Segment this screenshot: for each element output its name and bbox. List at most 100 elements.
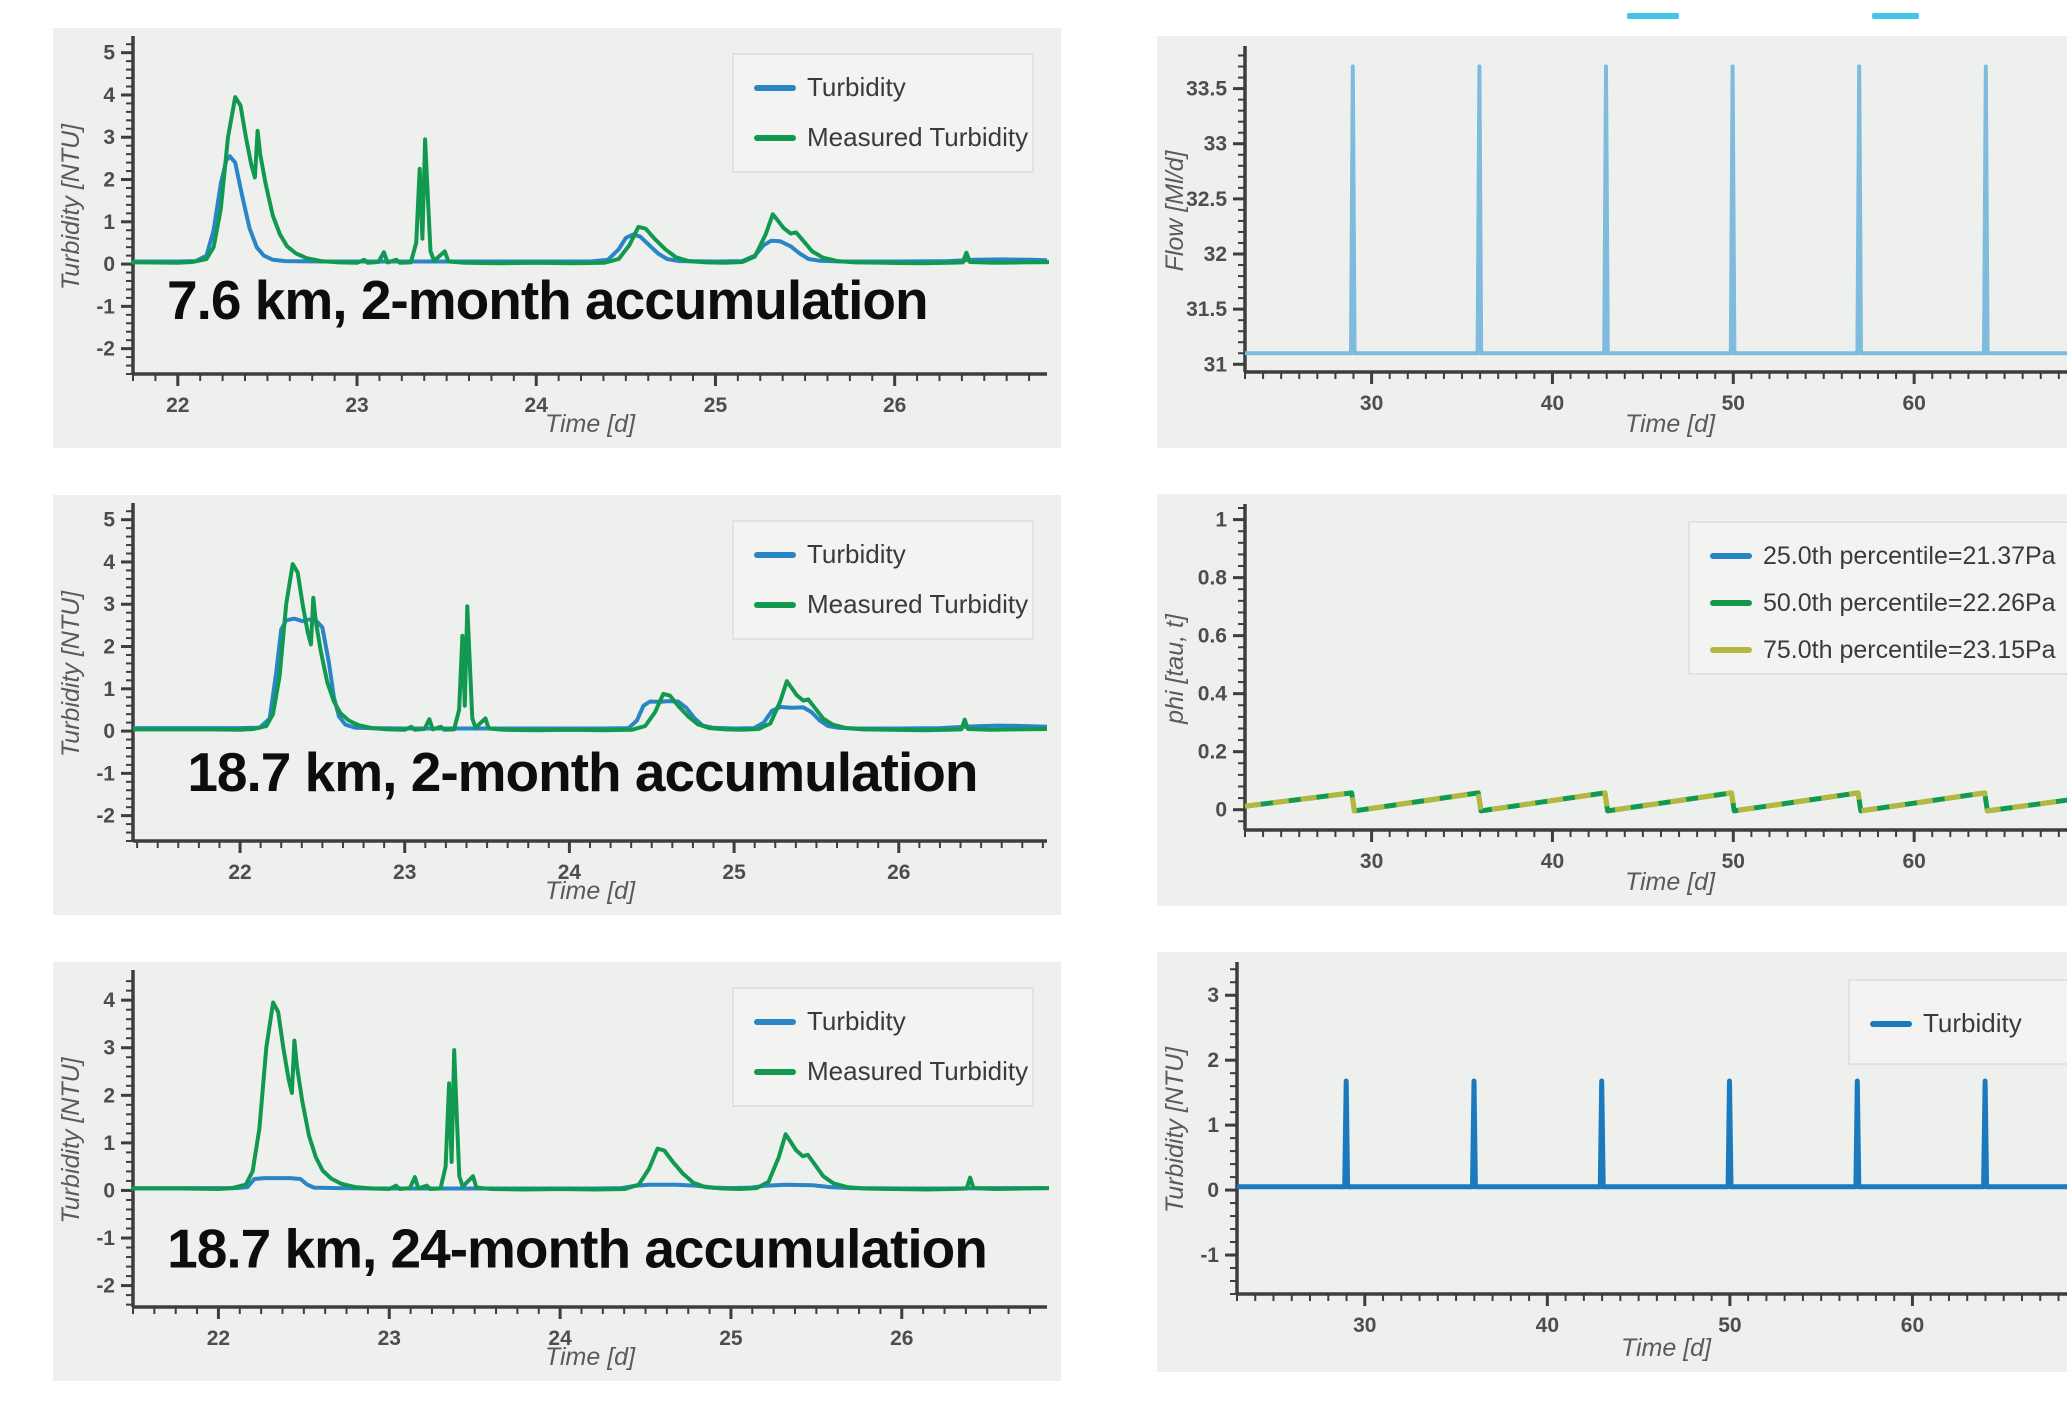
y-tick-label: 0.6 [1198,625,1227,648]
chart-turbidity-7.6km-2month: 22 23 24 25 26 -2 -1 0 1 2 3 4 5 Time [d] Turbidity [N… [53,28,1061,453]
legend-label: 25.0th percentile=21.37Pa [1763,542,2056,570]
x-tick-label: 40 [1541,392,1564,415]
series-turbidity [133,154,1048,264]
y-tick-label: 5 [103,509,115,532]
x-tick-label: 22 [228,861,251,884]
x-tick-label: 25 [704,394,728,417]
series-turbidity [133,616,1048,731]
series-turbidity [1237,1078,2067,1190]
y-tick-label: 3 [1207,984,1219,1007]
y-tick-label: 2 [1207,1049,1219,1072]
x-tick-label: 24 [558,861,582,884]
series-measured-turbidity [131,1000,1049,1192]
legend-label: 50.0th percentile=22.26Pa [1763,589,2056,617]
y-tick-label: 1 [1207,1114,1219,1137]
legend-box [732,53,1034,173]
y-tick-label: -1 [96,295,115,318]
y-axis-label: Turbidity [NTU] [1161,1046,1189,1213]
x-tick-label: 30 [1360,850,1383,873]
x-tick-label: 40 [1541,850,1564,873]
figure-page: { "colors": { "panel_bg": "#eef0ee", "ax… [53,13,2067,1381]
chart-title-overlay: 7.6 km, 2-month accumulation [167,269,928,331]
legend-label: Measured Turbidity [807,122,1028,152]
y-tick-label: 33.5 [1186,78,1227,101]
x-tick-label: 23 [345,394,368,417]
chart-turbidity-18.7km-2month: 22 23 24 25 26 -2 -1 0 1 2 3 4 5 Time [d] Turbidity [N… [53,495,1061,920]
y-tick-label: -1 [96,762,115,785]
y-tick-label: -2 [96,1275,115,1298]
y-axis-label: Turbidity [NTU] [57,123,85,290]
x-tick-label: 26 [890,1327,913,1350]
legend-label: Measured Turbidity [807,589,1028,619]
x-tick-label: 25 [722,861,746,884]
series-flow [1245,64,2067,356]
legend-label: Turbidity [1923,1008,2022,1038]
y-tick-label: 0.2 [1198,741,1227,764]
x-tick-label: 60 [1901,1314,1924,1337]
legend-label: Measured Turbidity [807,1056,1028,1086]
y-tick-label: 4 [103,84,115,107]
y-tick-label: 3 [103,593,115,616]
y-tick-label: 31 [1204,353,1228,376]
x-tick-label: 23 [378,1327,401,1350]
cutoff-legend-dash [1872,13,1919,19]
legend-box [732,520,1034,640]
chart-title-overlay: 18.7 km, 2-month accumulation [187,741,977,803]
y-tick-label: -2 [96,805,115,828]
x-axis-label: Time [d] [1625,410,1716,438]
x-tick-label: 60 [1902,392,1925,415]
y-axis-label: phi [tau, t] [1161,613,1189,725]
y-tick-label: 4 [103,551,115,574]
y-tick-label: 1 [103,211,115,234]
y-tick-label: 0 [1207,1179,1219,1202]
x-axis-label: Time [d] [1625,868,1716,896]
y-tick-label: 2 [103,636,115,659]
left-chart-column: 22 23 24 25 26 -2 -1 0 1 2 3 4 5 Time [d] Turbidity [N… [13,12,1101,1402]
x-tick-label: 60 [1902,850,1925,873]
y-tick-label: 3 [103,1037,115,1060]
series-measured-turbidity [131,95,1049,266]
x-tick-label: 25 [719,1327,743,1350]
legend-box [732,987,1034,1107]
x-tick-label: 50 [1718,1314,1741,1337]
chart-turbidity-18.7km-24month: 22 23 24 25 26 -2 -1 0 1 2 3 4 Time [d] Turbidity [NT… [53,962,1061,1386]
x-tick-label: 23 [393,861,416,884]
y-tick-label: 0 [1215,799,1227,822]
y-tick-label: 1 [103,1132,115,1155]
x-tick-label: 50 [1722,850,1745,873]
x-tick-label: 40 [1536,1314,1559,1337]
x-tick-label: 26 [883,394,906,417]
cutoff-legend-dash [1627,13,1679,19]
series-measured-turbidity [133,562,1048,733]
x-tick-label: 22 [207,1327,230,1350]
x-tick-label: 22 [166,394,189,417]
x-tick-label: 50 [1722,392,1745,415]
y-axis-label: Flow [Ml/d] [1161,150,1189,272]
legend-label: Turbidity [807,539,906,569]
x-axis-label: Time [d] [1621,1334,1712,1362]
y-tick-label: 0 [103,720,115,743]
y-tick-label: 0 [103,253,115,276]
chart-title-overlay: 18.7 km, 24-month accumulation [167,1218,987,1280]
y-tick-label: 0 [103,1179,115,1202]
legend-label: Turbidity [807,72,906,102]
y-tick-label: -1 [96,1227,115,1250]
x-tick-label: 24 [525,394,549,417]
y-tick-label: 5 [103,42,115,65]
x-tick-label: 30 [1353,1314,1376,1337]
y-tick-label: 2 [103,1084,115,1107]
y-tick-label: 32.5 [1186,188,1227,211]
y-tick-label: 32 [1204,243,1227,266]
x-tick-label: 26 [887,861,910,884]
x-tick-label: 30 [1360,392,1383,415]
legend-box [1688,521,2067,675]
